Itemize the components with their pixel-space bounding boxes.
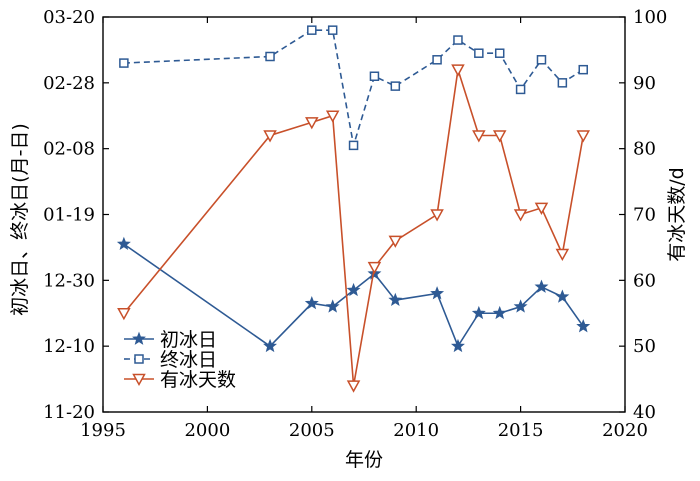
y-left-tick-label: 11-20	[43, 402, 95, 423]
legend-marker-3	[132, 373, 146, 387]
series-3-point	[534, 202, 549, 215]
series-2-point	[536, 55, 547, 65]
series-1-point	[263, 338, 278, 353]
x-tick-label: 2015	[498, 420, 544, 441]
series-2-point	[119, 58, 129, 68]
series-2-point	[369, 71, 380, 81]
series-3-point	[305, 117, 319, 130]
series-2-point	[390, 81, 401, 91]
series-3-point	[451, 64, 465, 77]
series-1-point	[534, 279, 549, 293]
series-2-point	[494, 48, 505, 58]
series-2-point	[348, 140, 359, 151]
series-2-point	[432, 55, 442, 65]
series-2-point	[515, 84, 526, 95]
y-right-tick-label: 40	[633, 402, 656, 423]
x-tick-label: 2010	[393, 420, 439, 441]
series-3-point	[388, 235, 403, 248]
legend-marker-1	[132, 331, 146, 345]
y-right-tick-label: 50	[633, 336, 656, 357]
x-tick-label: 2000	[184, 420, 230, 441]
series-2-point	[327, 25, 338, 35]
series-1-point	[346, 282, 361, 297]
series-1-point	[450, 338, 465, 353]
y-right-tick-label: 60	[633, 270, 656, 291]
series-2-point	[453, 35, 463, 45]
x-tick-label: 2020	[602, 420, 648, 441]
series-3-point	[367, 261, 382, 275]
series-1-point	[576, 319, 591, 333]
legend-label-2: 终冰日	[160, 349, 217, 371]
y-right-tick-label: 80	[633, 139, 656, 160]
series-1-point	[492, 305, 507, 320]
series-2-point	[474, 48, 484, 58]
series-2-point	[307, 25, 317, 35]
series-1-point	[325, 299, 340, 313]
series-3-point	[492, 130, 507, 143]
series-3-point	[472, 130, 486, 143]
y-right-tick-label: 70	[633, 205, 656, 226]
y-left-axis-title: 初冰日、终冰日(月-日)	[9, 123, 31, 316]
legend-label-1: 初冰日	[160, 329, 217, 351]
series-2-point	[557, 78, 568, 88]
series-3-point	[576, 130, 591, 143]
y-left-tick-label: 12-30	[43, 270, 95, 291]
x-tick-label: 2005	[289, 420, 335, 441]
y-left-tick-label: 12-10	[43, 336, 95, 357]
y-left-tick-label: 02-28	[43, 73, 95, 94]
series-3-point	[346, 380, 361, 393]
y-right-tick-label: 100	[633, 7, 667, 28]
y-left-tick-label: 02-08	[43, 139, 95, 160]
series-3-point	[513, 209, 528, 222]
series-1-point	[388, 292, 403, 307]
series-1-point	[555, 289, 570, 303]
x-tick-label: 1995	[80, 420, 126, 441]
y-right-tick-label: 90	[633, 73, 656, 94]
series-1-point	[471, 305, 486, 320]
legend-label-3: 有冰天数	[160, 369, 236, 391]
series-1-point	[430, 286, 445, 300]
series-1-point	[304, 296, 319, 310]
series-3-point	[325, 110, 340, 123]
series-3-point	[117, 308, 131, 321]
y-left-tick-label: 01-19	[43, 205, 95, 226]
y-left-tick-label: 03-20	[43, 7, 95, 28]
series-2-point	[265, 51, 275, 62]
series-1-point	[116, 236, 131, 251]
series-3-point	[263, 130, 277, 143]
series-3-point	[555, 248, 570, 262]
x-axis-title: 年份	[345, 449, 383, 471]
series-3-point	[430, 209, 444, 222]
series-1-point	[513, 299, 528, 313]
legend-marker-2	[134, 354, 144, 364]
series-2-point	[578, 64, 588, 75]
series-line-2	[123, 29, 584, 146]
y-right-axis-title: 有冰天数/d	[666, 167, 688, 261]
